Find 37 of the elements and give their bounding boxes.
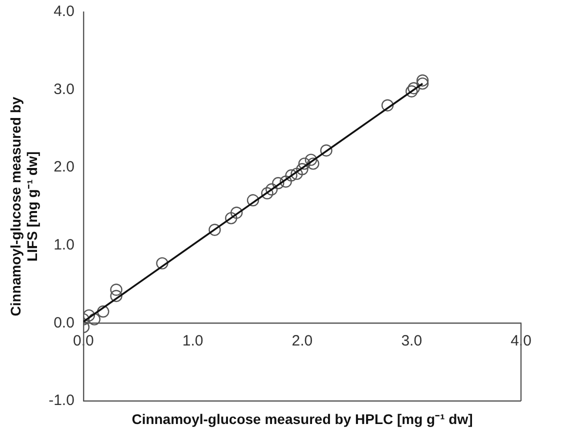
point <box>83 309 96 322</box>
point <box>307 158 320 170</box>
point <box>296 163 308 176</box>
point <box>272 177 284 190</box>
point <box>416 77 429 90</box>
y-axis-title: Cinnamoyl-glucose measured by LIFS [mg g⁻¹ dw] <box>7 96 40 316</box>
point <box>88 313 100 326</box>
point <box>156 257 168 270</box>
point <box>246 194 260 206</box>
point <box>298 158 311 170</box>
point <box>381 99 394 112</box>
point <box>261 187 274 200</box>
point <box>416 74 429 87</box>
x-tick-label: 2.0 <box>292 332 313 350</box>
point <box>304 154 318 166</box>
point <box>225 212 238 224</box>
y-tick-label: -1.0 <box>48 392 74 410</box>
point <box>97 305 110 318</box>
point <box>285 169 298 182</box>
point <box>230 206 243 219</box>
y-tick-label: 2.0 <box>54 158 74 176</box>
x-axis-title: Cinnamoyl-glucose measured by HPLC [mg g⁻¹ dw] <box>132 410 473 427</box>
point <box>265 183 278 196</box>
x-tick-label: 3.0 <box>401 332 422 350</box>
point <box>408 82 420 94</box>
point <box>110 290 122 302</box>
point <box>290 168 303 180</box>
x-tick-label: 1.0 <box>182 332 204 350</box>
point <box>110 284 122 296</box>
point <box>320 144 332 157</box>
y-tick-label: 3.0 <box>54 80 74 98</box>
point <box>208 224 221 236</box>
y-tick-label: 0.0 <box>54 314 74 332</box>
y-tick-label: 4.0 <box>54 3 74 20</box>
point <box>406 85 418 98</box>
y-tick-label: 1.0 <box>54 236 74 254</box>
point <box>280 176 292 188</box>
